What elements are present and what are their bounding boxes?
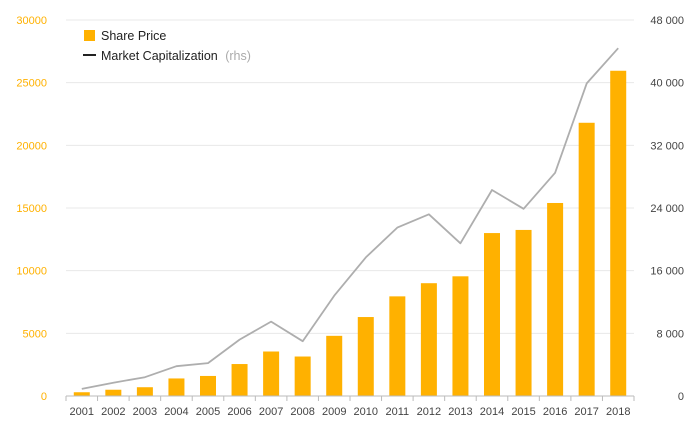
x-tick-label: 2001	[70, 406, 94, 418]
x-tick-label: 2014	[480, 406, 504, 418]
y-left-tick-label: 0	[41, 391, 47, 403]
share-price-bar	[357, 317, 374, 396]
share-price-bar	[231, 364, 248, 396]
y-right-tick-label: 40 000	[650, 78, 684, 90]
legend-label-rhs-note: (rhs)	[225, 49, 251, 63]
share-price-bar	[136, 387, 153, 396]
x-tick-label: 2015	[511, 406, 535, 418]
share-price-bar	[326, 335, 343, 396]
gridlines	[66, 19, 634, 334]
share-price-bar	[73, 392, 90, 396]
y-left-tick-label: 30000	[16, 15, 47, 27]
y-left-tick-label: 15000	[16, 203, 47, 215]
legend-swatch-share-price	[84, 30, 95, 41]
share-price-bar	[200, 375, 216, 396]
x-tick-label: 2016	[543, 406, 567, 418]
x-tick-label: 2004	[164, 406, 188, 418]
share-price-bar	[420, 283, 437, 396]
x-tick-label: 2006	[227, 406, 251, 418]
share-price-bar	[547, 202, 564, 396]
share-price-bar	[452, 276, 469, 396]
x-tick-label: 2011	[386, 406, 410, 418]
y-right-tick-label: 8 000	[656, 328, 684, 340]
x-tick-label: 2009	[322, 406, 346, 418]
legend: Share Price Market Capitalization (rhs)	[83, 29, 251, 63]
x-tick-label: 2008	[290, 406, 314, 418]
x-tick-label: 2017	[574, 406, 598, 418]
x-tick-label: 2013	[448, 406, 472, 418]
share-price-bars	[73, 70, 627, 397]
share-price-bar	[294, 356, 311, 396]
share-price-bar	[484, 233, 500, 396]
legend-label-share-price: Share Price	[101, 29, 166, 43]
y-left-tick-label: 20000	[16, 140, 47, 152]
market-cap-series-line	[81, 47, 619, 390]
market-cap-line	[81, 47, 619, 390]
y-right-tick-label: 32 000	[650, 140, 684, 152]
y-right-tick-label: 16 000	[650, 266, 684, 278]
x-tick-label: 2002	[101, 406, 125, 418]
x-tick-label: 2010	[354, 406, 378, 418]
y-right-tick-label: 48 000	[650, 15, 684, 27]
y-right-tick-label: 24 000	[650, 203, 684, 215]
y-left-tick-label: 10000	[16, 266, 47, 278]
y-left-tick-label: 5000	[23, 328, 47, 340]
share-price-bar	[578, 122, 595, 397]
y-left-tick-label: 25000	[16, 78, 47, 90]
x-tick-label: 2007	[259, 406, 283, 418]
x-tick-label: 2018	[606, 406, 630, 418]
legend-label-market-cap-group: Market Capitalization (rhs)	[101, 49, 251, 63]
x-tick-label: 2012	[417, 406, 441, 418]
legend-label-market-cap: Market Capitalization	[101, 49, 218, 63]
x-tick-label: 2003	[133, 406, 157, 418]
y-right-tick-label: 0	[678, 391, 684, 403]
share-price-bar	[105, 389, 122, 396]
x-tick-label: 2005	[196, 406, 220, 418]
axes: 0 0 5000 8 000 10000 16 000 15000 24 000 20000 32…	[16, 15, 684, 418]
share-price-bar	[168, 378, 185, 396]
share-price-bar	[263, 351, 280, 396]
share-price-bar	[610, 70, 627, 396]
share-price-bar	[515, 229, 532, 396]
share-price-bar	[389, 296, 406, 396]
